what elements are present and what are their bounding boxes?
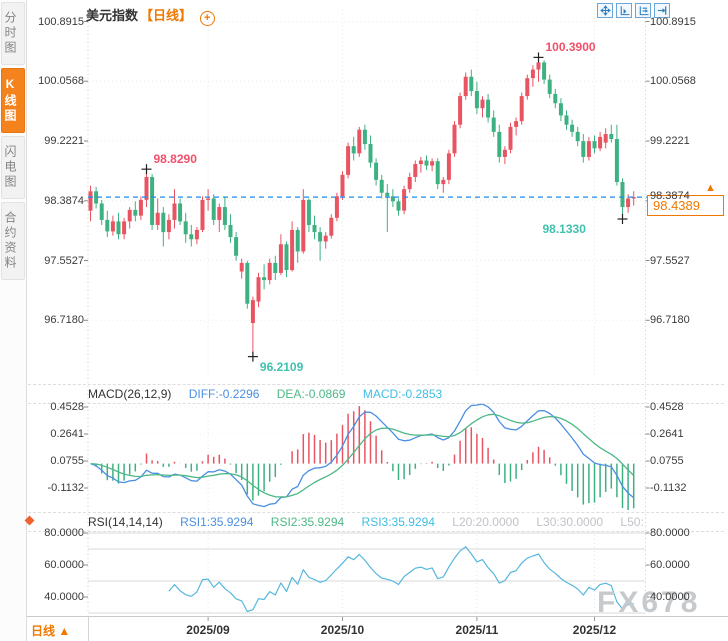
rsi1-value: RSI1:35.9294 (180, 515, 254, 529)
annotation-low-1: 96.2109 (259, 359, 304, 374)
x-axis-date-label: 2025/10 (320, 623, 365, 637)
macd-axis-label-left: 0.4528 (50, 401, 84, 413)
macd-axis-label-right: -0.1132 (650, 482, 687, 494)
rsi-header: RSI(14,14,14) RSI1:35.9294 RSI2:35.9294 … (88, 515, 658, 529)
macd-axis-label-left: 0.2641 (50, 428, 84, 440)
price-axis-label-right: 100.8915 (650, 15, 696, 28)
macd-dea-value: DEA:-0.0869 (276, 387, 346, 401)
rsi-l20-value: L20:20.0000 (452, 515, 519, 529)
rsi-axis-label-left: 80.0000 (44, 527, 84, 539)
sidebar: 分时图 K线图 闪电图 合约资料 (0, 0, 27, 641)
period-tag: 【日线】 (140, 8, 193, 23)
macd-diff-value: DIFF:-0.2296 (188, 387, 260, 401)
sidebar-tab-contract-info[interactable]: 合约资料 (1, 202, 25, 280)
panel-separator-2 (28, 512, 724, 513)
price-axis-label-left: 100.8915 (38, 15, 84, 28)
price-axis-label-left: 97.5527 (44, 254, 84, 267)
shift-right-icon[interactable] (654, 3, 670, 18)
period-tab-daily[interactable]: 日线 ▲ (31, 624, 71, 638)
x-axis-date-label: 2025/11 (455, 623, 499, 637)
rsi-axis-label-left: 60.0000 (44, 559, 84, 571)
y-axis-right-icon[interactable] (635, 3, 651, 18)
macd-axis-label-right: 0.4528 (650, 401, 684, 413)
rsi-header-separator (28, 531, 724, 532)
x-axis-date-label: 2025/12 (572, 623, 617, 637)
rsi-name: RSI(14,14,14) (88, 515, 163, 529)
macd-axis-label-left: 0.0755 (50, 455, 84, 467)
annotation-high-2: 100.3900 (545, 40, 596, 55)
macd-name: MACD(26,12,9) (88, 387, 172, 401)
rsi-l50-value: L50: (620, 515, 644, 529)
latest-price-arrow-icon[interactable]: ▲ (705, 182, 716, 194)
rsi3-value: RSI3:35.9294 (361, 515, 435, 529)
symbol-name: 美元指数 (86, 8, 139, 23)
annotation-low-2: 98.1330 (542, 222, 586, 236)
price-axis-label-right: 98.3874 (650, 189, 690, 202)
macd-axis-label-right: 0.2641 (650, 428, 684, 440)
add-indicator-icon[interactable]: + (199, 11, 215, 26)
axis-corner-divider (88, 617, 89, 641)
sidebar-tab-kline-chart[interactable]: K线图 (1, 68, 25, 133)
annotation-high-1: 98.8290 (153, 152, 197, 167)
macd-axis-label-left: -0.1132 (47, 482, 85, 494)
macd-header-separator (28, 403, 724, 404)
pan-icon[interactable] (597, 3, 613, 18)
rsi2-value: RSI2:35.9294 (270, 515, 345, 529)
x-axis-line (27, 616, 728, 617)
price-axis-label-right: 99.2221 (650, 135, 690, 147)
panel-separator (28, 384, 724, 385)
macd-header: MACD(26,12,9) DIFF:-0.2296 DEA:-0.0869 M… (88, 387, 456, 401)
macd-axis-label-right: 0.0755 (650, 455, 684, 467)
price-axis-label-left: 100.0568 (38, 75, 84, 88)
rsi-l30-value: L30:30.0000 (536, 515, 604, 529)
price-axis-label-right: 96.7180 (650, 314, 690, 327)
price-axis-label-right: 97.5527 (650, 254, 690, 267)
x-axis-date-label: 2025/09 (186, 623, 230, 637)
sidebar-tab-time-chart[interactable]: 分时图 (1, 2, 25, 65)
rsi-axis-label-right: 80.0000 (650, 527, 690, 539)
macd-macd-value: MACD:-0.2853 (362, 387, 443, 401)
price-axis-label-left: 99.2221 (44, 135, 84, 147)
rsi-axis-label-right: 60.0000 (650, 559, 690, 571)
watermark: FX678 (597, 586, 701, 619)
sidebar-tab-flash-chart[interactable]: 闪电图 (1, 136, 25, 199)
chart-toolbar (597, 3, 670, 18)
price-axis-label-left: 98.3874 (44, 194, 84, 207)
price-axis-label-left: 96.7180 (44, 314, 84, 327)
y-axis-left-icon[interactable] (616, 3, 632, 18)
rsi-axis-label-left: 40.0000 (44, 591, 84, 603)
price-axis-label-right: 100.0568 (650, 75, 696, 88)
chart-title: 美元指数 【日线】 + (86, 5, 215, 26)
current-price-box: 98.4389 (647, 195, 724, 216)
rsi-axis-label-right: 40.0000 (650, 591, 690, 603)
